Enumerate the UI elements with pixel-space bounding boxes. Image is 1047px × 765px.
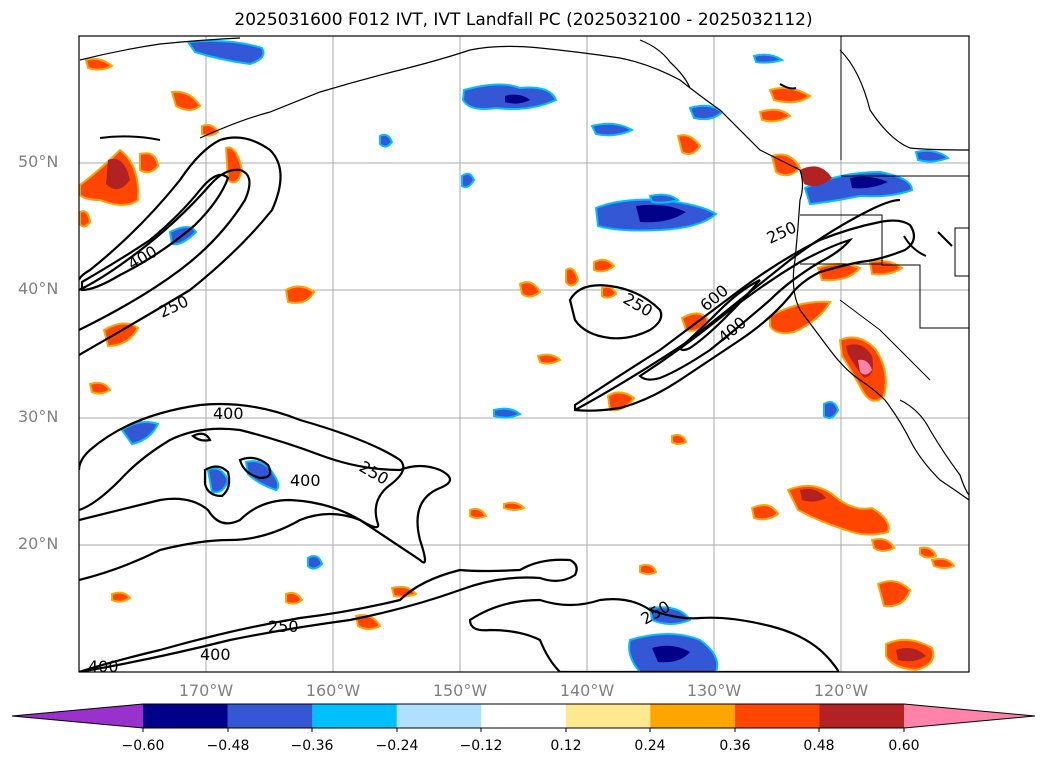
colorbar-tick-label: −0.24	[375, 738, 419, 754]
contour-label: 400	[88, 657, 119, 676]
colorbar-tick-label: 0.48	[803, 738, 835, 754]
contour-label: 400	[290, 471, 321, 490]
map-title: 2025031600 F012 IVT, IVT Landfall PC (20…	[234, 10, 813, 30]
colorbar-tick-label: −0.48	[206, 738, 250, 754]
lat-label: 50°N	[18, 152, 59, 171]
negative-pc-regions	[120, 39, 950, 672]
positive-pc-regions	[79, 57, 956, 672]
lon-label: 130°W	[686, 681, 742, 700]
lon-label: 140°W	[559, 681, 615, 700]
colorbar-tick-label: 0.36	[719, 738, 751, 754]
bold-coast-segments	[99, 83, 953, 257]
colorbar-tick-label: 0.60	[888, 738, 920, 754]
borders	[800, 36, 969, 381]
coastlines	[79, 37, 969, 501]
contour-label: 250	[268, 617, 299, 636]
map-background	[79, 36, 969, 672]
ivt-contours	[79, 136, 916, 672]
map-frame	[78, 35, 970, 673]
colorbar-tick-label: 0.12	[550, 738, 582, 754]
lon-label: 160°W	[305, 681, 361, 700]
lat-label: 20°N	[18, 534, 59, 553]
contour-label: 400	[213, 404, 244, 423]
lon-label: 150°W	[432, 681, 488, 700]
lat-label: 40°N	[18, 279, 59, 298]
colorbar-tick-label: 0.24	[634, 738, 666, 754]
lon-label: 120°W	[813, 681, 869, 700]
lat-label: 30°N	[18, 407, 59, 426]
colorbar-tick-label: −0.36	[290, 738, 334, 754]
colorbar-tick-label: −0.12	[459, 738, 503, 754]
contour-label: 400	[200, 645, 231, 664]
colorbar-tick-label: −0.60	[121, 738, 165, 754]
lon-label: 170°W	[178, 681, 234, 700]
